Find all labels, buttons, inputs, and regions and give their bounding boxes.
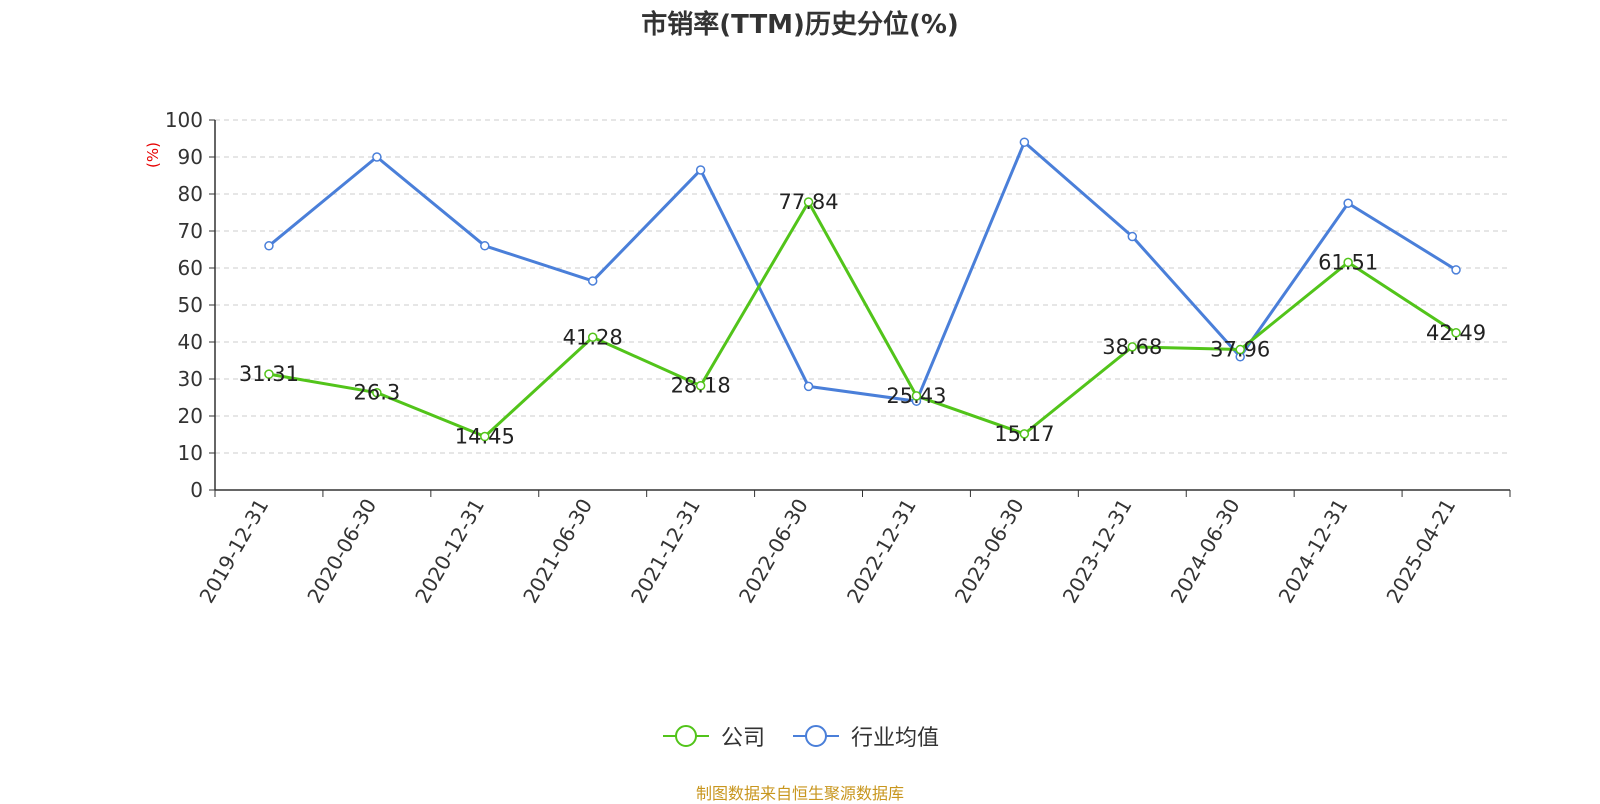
legend-industry-icon [793,725,839,747]
series-line-1 [268,140,1457,403]
data-point[interactable] [264,241,274,251]
data-point[interactable] [695,165,706,175]
data-label: 31.31 [239,362,299,386]
data-point[interactable] [587,276,598,286]
data-point[interactable] [372,387,382,398]
x-tick-label: 2020-06-30 [302,495,381,608]
x-tick-label: 2022-12-31 [842,494,921,607]
legend-item-industry-average[interactable]: 行业均值 [791,720,939,752]
data-label: 25.43 [886,384,946,408]
data-label: 41.28 [563,325,623,349]
y-tick-label: 80 [178,182,203,206]
x-tick-label: 2023-06-30 [950,495,1029,608]
x-tick-label: 2021-06-30 [518,495,597,608]
chart-title: 市销率(TTM)历史分位(%) [641,10,959,40]
data-point[interactable] [480,431,490,442]
legend-item-company[interactable]: 公司 [661,720,765,752]
data-label: 38.68 [1102,335,1162,359]
x-tick-label: 2019-12-31 [194,495,273,608]
axes [209,119,1511,497]
x-tick-label: 2025-04-21 [1381,495,1460,608]
legend-industry-label: 行业均值 [851,726,940,751]
x-tick-label: 2023-12-31 [1058,495,1137,608]
y-tick-label: 100 [165,108,203,132]
data-point[interactable] [911,391,922,401]
y-tick-label: 40 [178,330,203,354]
data-point[interactable] [1343,198,1353,208]
x-tick-label: 2024-06-30 [1166,495,1245,608]
data-point[interactable] [1019,429,1030,439]
legend-company-label: 公司 [720,726,765,751]
y-tick-labels: 0 10 20 30 40 50 60 70 80 90 100 [165,108,203,502]
y-tick-label: 70 [178,219,203,243]
y-tick-label: 60 [178,256,203,280]
data-label: 15.17 [994,422,1054,446]
data-label: 61.51 [1318,250,1378,274]
data-point[interactable] [1451,328,1461,338]
data-source-note: 制图数据来自恒生聚源数据库 [695,784,904,803]
legend: 公司 行业均值 [0,720,1600,752]
data-point[interactable] [803,197,814,207]
data-point[interactable] [372,152,382,162]
y-tick-label: 30 [178,367,203,391]
data-point[interactable] [1235,344,1245,355]
series-group [264,137,1461,442]
data-point[interactable] [480,241,490,251]
y-tick-label: 20 [178,404,203,428]
y-tick-label: 50 [178,293,203,317]
x-tick-label: 2024-12-31 [1274,495,1353,608]
data-label: 42.49 [1426,321,1486,345]
data-label: 14.45 [455,425,515,449]
series-line-0 [268,200,1457,439]
x-tick-label: 2022-06-30 [734,495,813,608]
y-tick-label: 90 [178,145,203,169]
data-point[interactable] [1127,231,1138,242]
data-point[interactable] [803,381,814,392]
data-point[interactable] [1343,257,1353,268]
gridlines [215,119,1510,454]
data-label: 26.3 [353,381,400,405]
data-labels: 31.31 26.3 14.45 41.28 28.18 77.84 25.43 15.17 3… [239,190,1486,449]
data-point[interactable] [1127,342,1138,352]
y-axis-label: (%) [144,142,162,168]
legend-company-icon [662,725,709,747]
y-tick-label: 10 [178,441,203,465]
data-label: 77.84 [778,190,838,214]
data-point[interactable] [1451,265,1461,275]
data-point[interactable] [264,369,274,379]
data-label: 37.96 [1210,338,1270,362]
data-label: 28.18 [671,374,731,398]
y-tick-label: 0 [190,478,203,502]
data-point[interactable] [587,332,598,343]
x-tick-label: 2020-12-31 [410,494,489,607]
data-point[interactable] [1019,137,1030,147]
x-tick-label: 2021-12-31 [626,495,705,608]
data-point[interactable] [695,380,706,391]
x-tick-labels: 2019-12-31 2020-06-30 2020-12-31 2021-06-30… [194,494,1460,607]
